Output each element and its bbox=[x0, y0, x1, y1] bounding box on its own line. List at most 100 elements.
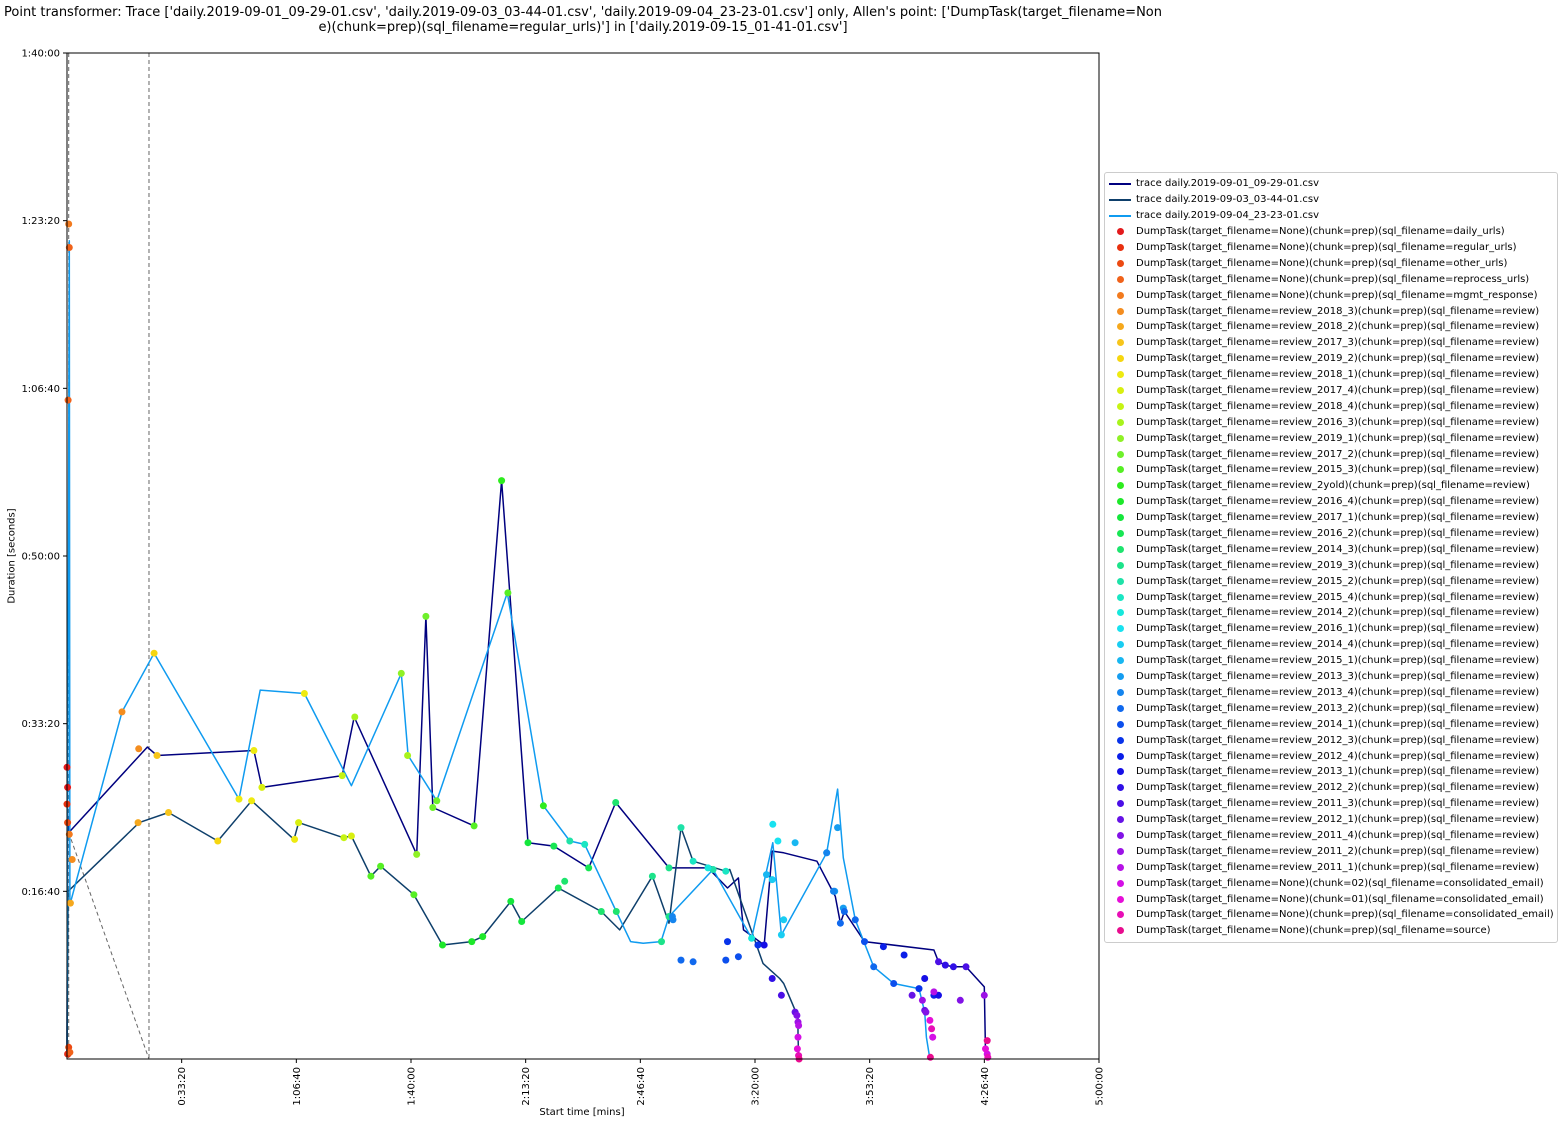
task-point-33-3 bbox=[915, 985, 923, 993]
legend-task-9-label: DumpTask(target_filename=review_2019_2)(… bbox=[1136, 353, 1540, 365]
legend-task-39: DumpTask(target_filename=review_2011_4)(… bbox=[1105, 828, 1557, 844]
legend-task-32-marker bbox=[1105, 720, 1135, 728]
task-point-26-1 bbox=[769, 820, 777, 828]
task-point-29-1 bbox=[834, 824, 842, 832]
legend-task-9-marker bbox=[1105, 355, 1135, 363]
legend-task-13-label: DumpTask(target_filename=review_2016_3)(… bbox=[1136, 416, 1540, 428]
task-point-26-2 bbox=[774, 837, 782, 845]
legend-task-35-label: DumpTask(target_filename=review_2013_1)(… bbox=[1136, 766, 1540, 778]
legend-task-44-swatch bbox=[1116, 911, 1124, 919]
task-point-22-1 bbox=[648, 872, 656, 880]
legend-task-33-marker bbox=[1105, 736, 1135, 744]
task-point-7-2 bbox=[134, 819, 142, 827]
legend-task-17-swatch bbox=[1116, 482, 1124, 490]
legend-task-43: DumpTask(target_filename=None)(chunk=01)… bbox=[1105, 891, 1557, 907]
task-point-42-2 bbox=[929, 1033, 937, 1041]
legend-task-7-swatch bbox=[1116, 323, 1124, 331]
task-point-22-4 bbox=[658, 938, 665, 946]
legend-task-22: DumpTask(target_filename=review_2019_3)(… bbox=[1105, 557, 1557, 573]
task-point-39-1 bbox=[793, 1011, 801, 1019]
legend-task-42-swatch bbox=[1116, 879, 1124, 887]
legend-trace-1: trace daily.2019-09-01_09-29-01.csv bbox=[1105, 176, 1557, 192]
legend-trace-2-marker bbox=[1105, 198, 1135, 201]
legend-task-4: DumpTask(target_filename=None)(chunk=pre… bbox=[1105, 271, 1557, 287]
legend-task-6-swatch bbox=[1116, 307, 1124, 315]
task-point-15-2 bbox=[429, 804, 437, 811]
legend-task-5-label: DumpTask(target_filename=None)(chunk=pre… bbox=[1136, 289, 1538, 301]
legend-task-32: DumpTask(target_filename=review_2014_1)(… bbox=[1105, 716, 1557, 732]
legend-task-26: DumpTask(target_filename=review_2016_1)(… bbox=[1105, 621, 1557, 637]
task-point-22-2 bbox=[665, 864, 673, 872]
legend-task-3-label: DumpTask(target_filename=None)(chunk=pre… bbox=[1136, 257, 1508, 269]
task-point-30-1 bbox=[823, 849, 831, 857]
legend-task-5-swatch bbox=[1116, 291, 1124, 299]
y-tick-label-3: 1:06:40 bbox=[21, 384, 60, 395]
legend-task-22-label: DumpTask(target_filename=review_2019_3)(… bbox=[1136, 559, 1540, 571]
legend-task-42-marker bbox=[1105, 879, 1135, 887]
legend-task-44-marker bbox=[1105, 911, 1135, 919]
y-tick-label-0: 0:16:40 bbox=[21, 887, 60, 898]
legend-task-23-marker bbox=[1105, 577, 1135, 585]
task-point-15-3 bbox=[433, 797, 441, 805]
legend-trace-1-swatch bbox=[1109, 182, 1131, 185]
legend-task-22-swatch bbox=[1116, 561, 1124, 569]
legend-task-28: DumpTask(target_filename=review_2015_1)(… bbox=[1105, 653, 1557, 669]
legend-task-11: DumpTask(target_filename=review_2017_4)(… bbox=[1105, 383, 1557, 399]
task-point-44-3 bbox=[984, 1053, 992, 1061]
task-point-16-4 bbox=[470, 822, 478, 830]
legend-task-23-label: DumpTask(target_filename=review_2015_2)(… bbox=[1136, 575, 1540, 587]
legend-task-33-swatch bbox=[1116, 736, 1124, 744]
legend-task-3-marker bbox=[1105, 259, 1135, 267]
legend-task-14: DumpTask(target_filename=review_2019_1)(… bbox=[1105, 430, 1557, 446]
legend-task-16-swatch bbox=[1116, 466, 1124, 474]
task-point-16-5 bbox=[504, 589, 512, 597]
legend-task-45: DumpTask(target_filename=None)(chunk=pre… bbox=[1105, 923, 1557, 939]
task-point-17-2 bbox=[539, 802, 547, 810]
task-point-11-3 bbox=[347, 832, 355, 840]
task-point-10-1 bbox=[250, 747, 258, 754]
trace-line-3 bbox=[66, 240, 931, 1060]
task-point-30-4 bbox=[668, 913, 676, 920]
task-point-40-2 bbox=[918, 996, 926, 1004]
legend-task-38-label: DumpTask(target_filename=review_2012_1)(… bbox=[1136, 814, 1540, 826]
legend-task-18-marker bbox=[1105, 498, 1135, 506]
task-point-41-2 bbox=[930, 988, 938, 996]
task-point-45-2 bbox=[926, 1053, 934, 1061]
legend-task-36-swatch bbox=[1116, 784, 1124, 792]
task-point-8-1 bbox=[165, 809, 172, 816]
legend-task-41-swatch bbox=[1116, 863, 1124, 871]
legend-task-42: DumpTask(target_filename=None)(chunk=02)… bbox=[1105, 875, 1557, 891]
legend-task-15: DumpTask(target_filename=review_2017_2)(… bbox=[1105, 446, 1557, 462]
legend-task-2-label: DumpTask(target_filename=None)(chunk=pre… bbox=[1136, 242, 1517, 253]
task-point-6-1 bbox=[68, 856, 76, 863]
task-point-37-1 bbox=[777, 991, 785, 999]
legend-trace-1-marker bbox=[1105, 182, 1135, 185]
legend-task-1-label: DumpTask(target_filename=None)(chunk=pre… bbox=[1136, 226, 1505, 238]
task-point-42-1 bbox=[794, 1033, 802, 1041]
task-point-6-3 bbox=[135, 745, 143, 753]
task-point-12-1 bbox=[338, 772, 346, 780]
task-point-13-1 bbox=[351, 713, 359, 721]
task-point-32-1 bbox=[722, 956, 730, 964]
legend-task-43-marker bbox=[1105, 895, 1135, 903]
legend-task-6: DumpTask(target_filename=review_2018_3)(… bbox=[1105, 303, 1557, 319]
legend-task-19-swatch bbox=[1116, 514, 1124, 522]
task-point-11-1 bbox=[258, 783, 266, 791]
task-point-18-1 bbox=[439, 941, 446, 949]
task-point-25-1 bbox=[748, 934, 756, 942]
legend-task-42-label: DumpTask(target_filename=None)(chunk=02)… bbox=[1136, 877, 1544, 889]
plot-frame bbox=[66, 52, 1100, 1060]
legend-task-26-label: DumpTask(target_filename=review_2016_1)(… bbox=[1136, 623, 1540, 635]
legend-trace-2: trace daily.2019-09-03_03-44-01.csv bbox=[1105, 192, 1557, 208]
legend-task-28-label: DumpTask(target_filename=review_2015_1)(… bbox=[1136, 655, 1540, 667]
task-point-19-3 bbox=[524, 839, 532, 847]
task-point-28-3 bbox=[763, 871, 770, 879]
task-point-36-1 bbox=[768, 975, 776, 982]
legend-task-38: DumpTask(target_filename=review_2012_1)(… bbox=[1105, 812, 1557, 828]
legend-task-20-swatch bbox=[1116, 530, 1124, 538]
task-point-43-1 bbox=[793, 1045, 801, 1053]
legend-task-24: DumpTask(target_filename=review_2015_4)(… bbox=[1105, 589, 1557, 605]
legend-trace-1-label: trace daily.2019-09-01_09-29-01.csv bbox=[1136, 178, 1320, 190]
task-point-31-4 bbox=[851, 916, 859, 924]
legend-task-40-marker bbox=[1105, 847, 1135, 855]
